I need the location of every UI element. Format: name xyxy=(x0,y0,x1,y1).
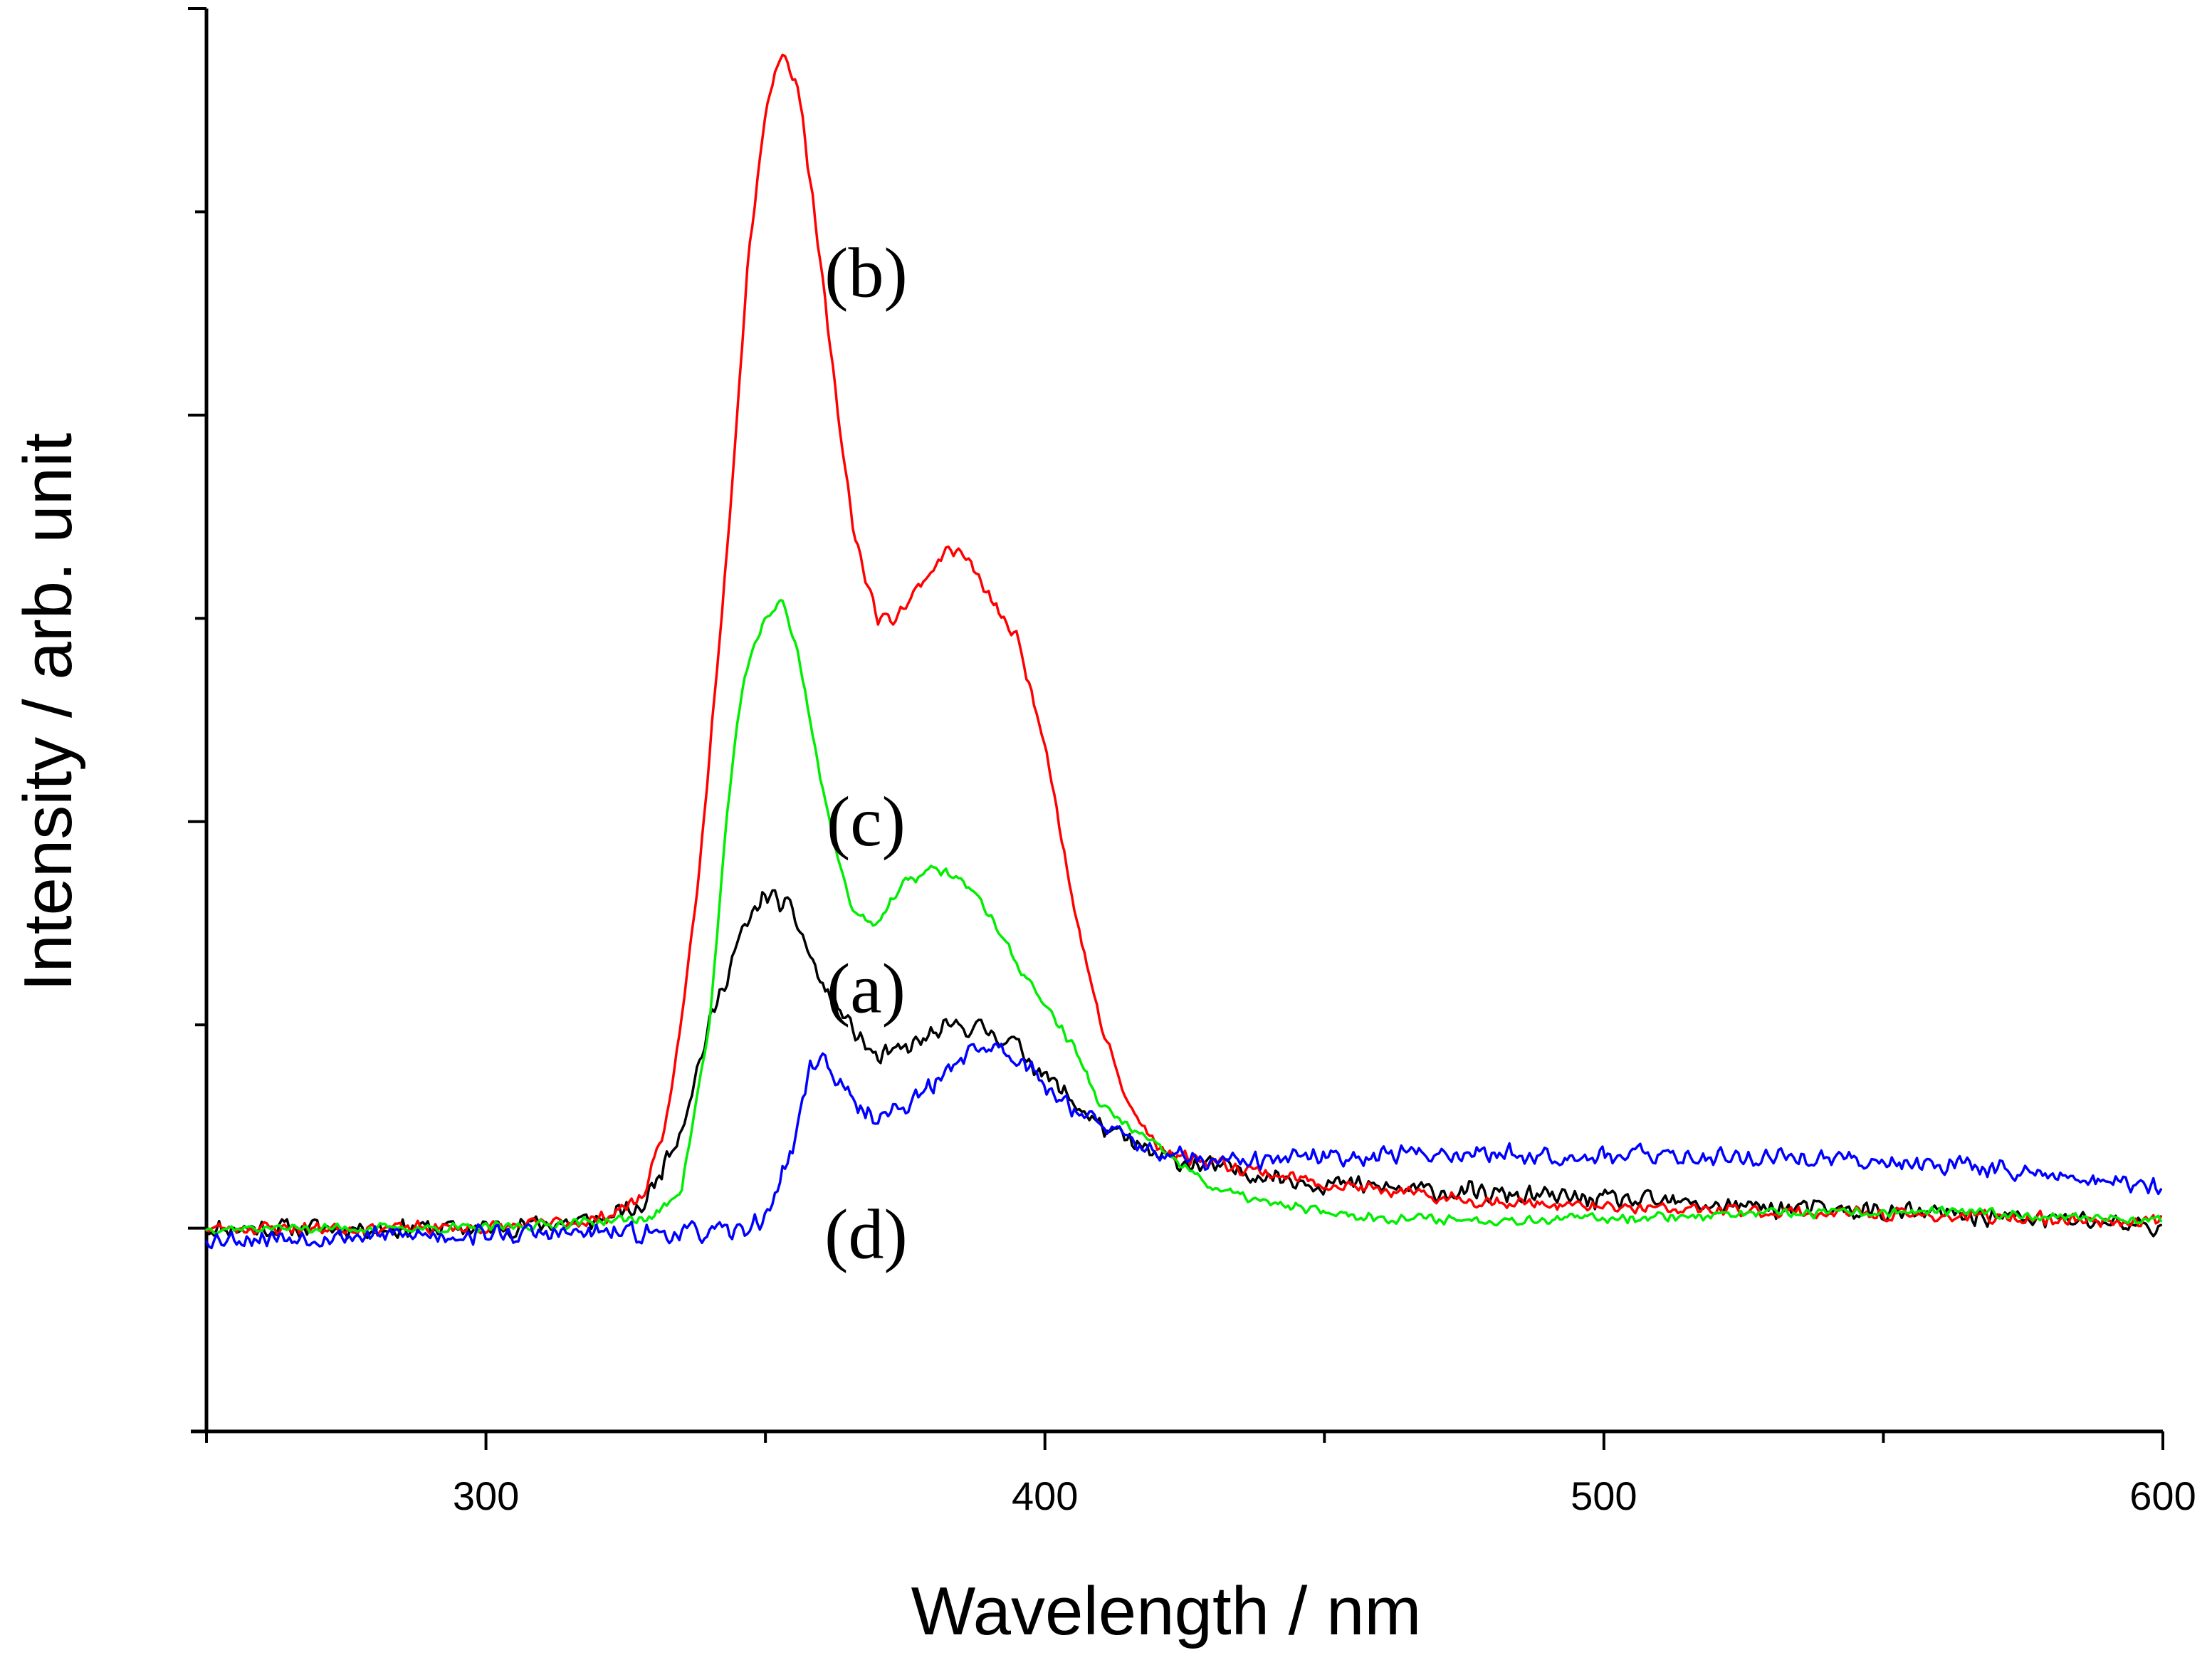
series-line-a xyxy=(205,889,2163,1240)
x-tick-label-0: 300 xyxy=(453,1473,519,1518)
series-line-d xyxy=(205,1042,2163,1250)
plot-area: 300 400 500 600 (b) (c) (a) (d) xyxy=(188,7,2196,1518)
y-axis-title: Intensity / arb. unit xyxy=(10,433,86,991)
x-tick-label-2: 500 xyxy=(1571,1473,1637,1518)
y-ticks xyxy=(188,7,206,1433)
series-labels: (b) (c) (a) (d) xyxy=(824,234,908,1274)
series-group xyxy=(205,53,2163,1250)
series-label-b: (b) xyxy=(824,234,908,313)
series-label-d: (d) xyxy=(824,1195,908,1274)
series-line-b xyxy=(205,53,2163,1237)
x-ticks: 300 400 500 600 xyxy=(205,1431,2196,1518)
series-line-c xyxy=(205,599,2163,1236)
x-tick-label-1: 400 xyxy=(1012,1473,1078,1518)
series-label-a: (a) xyxy=(827,949,906,1028)
x-tick-label-3: 600 xyxy=(2129,1473,2196,1518)
series-label-c: (c) xyxy=(827,782,906,861)
x-axis-title: Wavelength / nm xyxy=(911,1573,1422,1649)
